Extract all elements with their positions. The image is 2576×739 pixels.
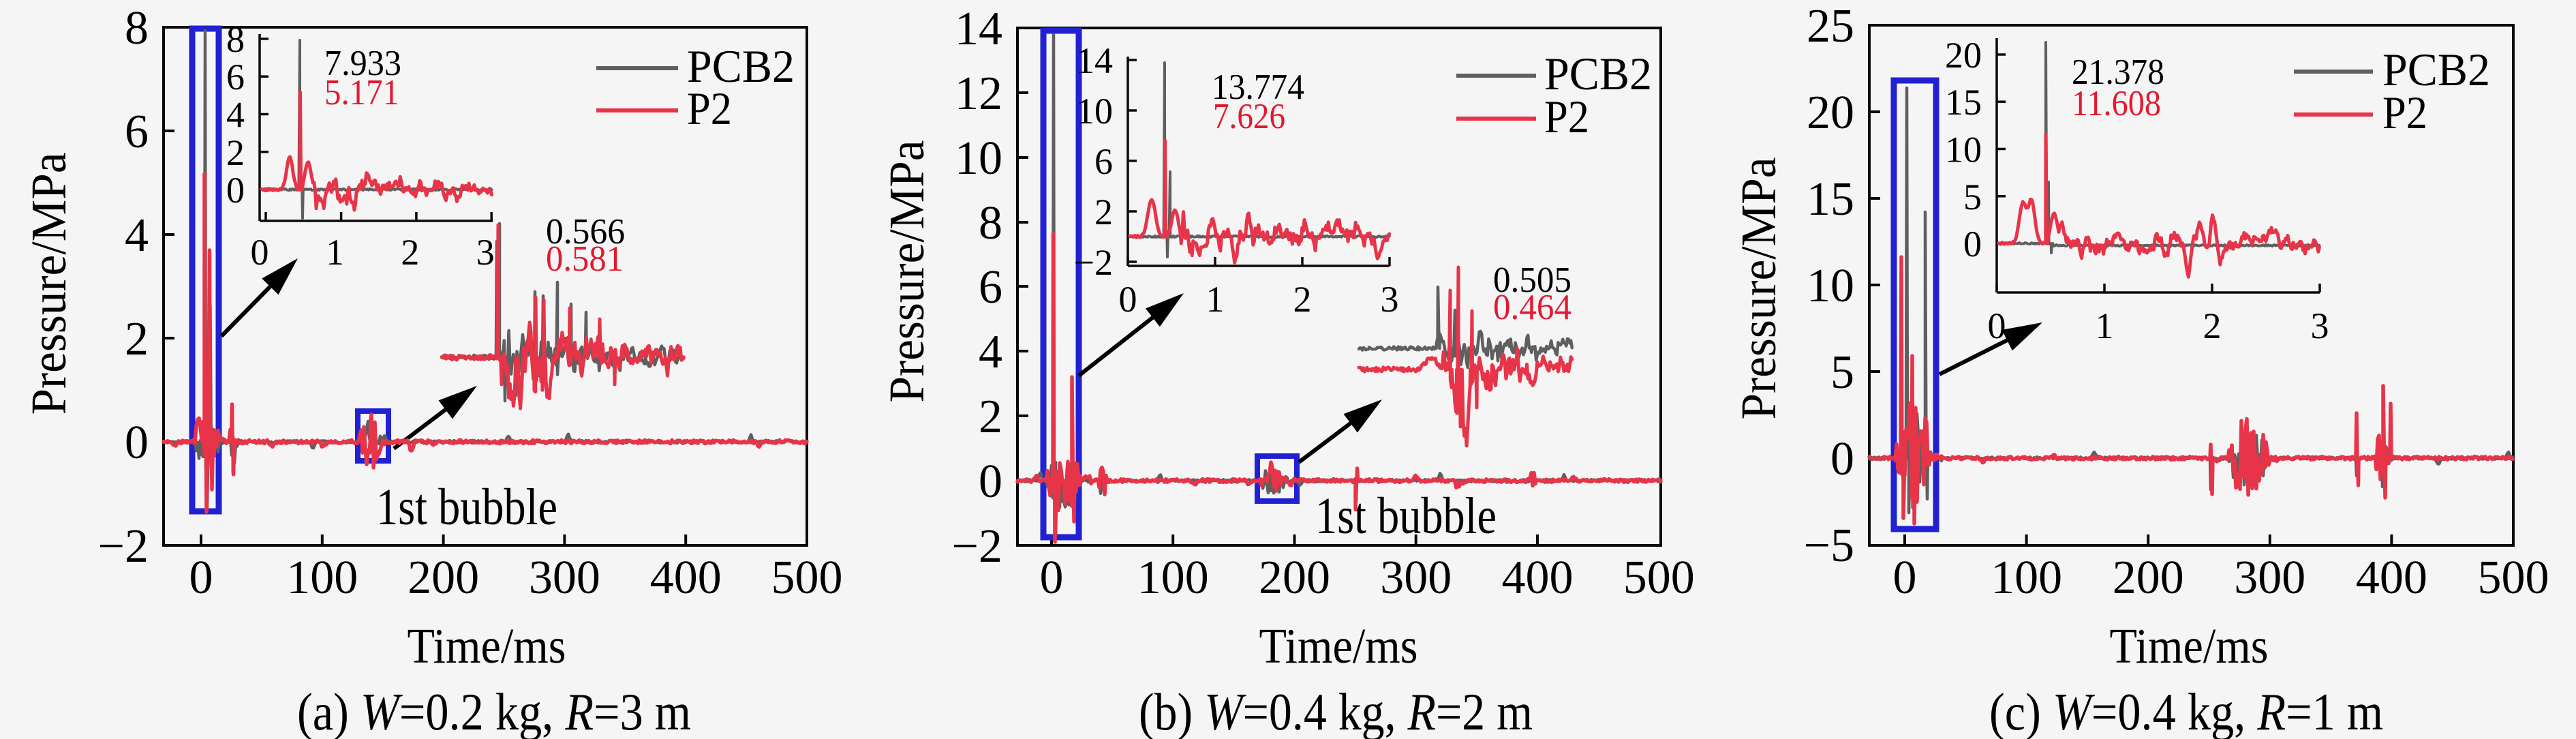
svg-text:P2: P2 xyxy=(1544,91,1589,142)
svg-text:14: 14 xyxy=(1076,40,1113,81)
svg-text:10: 10 xyxy=(955,132,1002,185)
svg-text:2: 2 xyxy=(125,313,149,365)
svg-text:6: 6 xyxy=(125,106,149,158)
svg-text:6: 6 xyxy=(979,261,1002,314)
svg-text:10: 10 xyxy=(1945,130,1982,170)
svg-text:0: 0 xyxy=(1119,279,1137,320)
svg-text:PCB2: PCB2 xyxy=(2382,44,2490,95)
svg-text:20: 20 xyxy=(1807,87,1854,139)
svg-text:Pressure/MPa: Pressure/MPa xyxy=(21,153,76,415)
svg-text:(c) W=0.4 kg, R=1 m: (c) W=0.4 kg, R=1 m xyxy=(1989,682,2383,739)
svg-text:5.171: 5.171 xyxy=(324,73,399,112)
svg-text:400: 400 xyxy=(2356,552,2427,604)
svg-text:3: 3 xyxy=(476,232,495,273)
svg-text:15: 15 xyxy=(1807,173,1854,226)
svg-text:1: 1 xyxy=(1206,279,1225,320)
svg-text:0: 0 xyxy=(189,552,213,604)
svg-text:0: 0 xyxy=(1040,552,1064,604)
svg-text:3: 3 xyxy=(2311,305,2329,346)
svg-text:500: 500 xyxy=(1623,552,1695,604)
svg-text:2: 2 xyxy=(1293,279,1312,320)
svg-text:(b) W=0.4 kg, R=2 m: (b) W=0.4 kg, R=2 m xyxy=(1139,682,1533,739)
svg-text:20: 20 xyxy=(1945,35,1982,76)
svg-text:Time/ms: Time/ms xyxy=(408,618,566,674)
svg-text:0.464: 0.464 xyxy=(1493,288,1571,327)
svg-text:Pressure/MPa: Pressure/MPa xyxy=(879,140,934,403)
svg-text:100: 100 xyxy=(1137,552,1209,604)
svg-text:1: 1 xyxy=(2096,305,2114,346)
svg-text:2: 2 xyxy=(2203,305,2222,346)
svg-text:200: 200 xyxy=(1259,552,1330,604)
svg-text:1st bubble: 1st bubble xyxy=(1315,487,1497,545)
svg-text:8: 8 xyxy=(226,19,245,60)
svg-text:300: 300 xyxy=(529,552,600,604)
svg-text:P2: P2 xyxy=(687,82,732,134)
svg-text:1: 1 xyxy=(326,232,344,273)
svg-text:PCB2: PCB2 xyxy=(687,40,795,92)
svg-text:12: 12 xyxy=(955,67,1002,120)
svg-text:4: 4 xyxy=(979,326,1002,378)
svg-text:11.608: 11.608 xyxy=(2072,84,2161,123)
svg-text:0: 0 xyxy=(1963,224,1982,265)
svg-text:−2: −2 xyxy=(98,520,149,573)
svg-text:2: 2 xyxy=(979,391,1002,443)
svg-text:400: 400 xyxy=(650,552,722,604)
svg-text:10: 10 xyxy=(1807,260,1854,312)
svg-text:200: 200 xyxy=(2113,552,2184,604)
svg-text:−5: −5 xyxy=(1804,519,1854,572)
svg-text:Pressure/MPa: Pressure/MPa xyxy=(1731,157,1786,420)
svg-text:0.505: 0.505 xyxy=(1493,260,1571,300)
svg-text:(a) W=0.2 kg, R=3 m: (a) W=0.2 kg, R=3 m xyxy=(297,682,691,739)
svg-text:7.933: 7.933 xyxy=(324,44,401,83)
svg-text:10: 10 xyxy=(1076,91,1113,132)
svg-text:3: 3 xyxy=(1381,279,1399,320)
svg-text:0: 0 xyxy=(979,455,1002,508)
svg-text:0: 0 xyxy=(125,417,149,469)
svg-text:4: 4 xyxy=(125,209,149,262)
svg-text:25: 25 xyxy=(1807,0,1854,52)
svg-text:0.581: 0.581 xyxy=(546,239,624,279)
svg-text:0.566: 0.566 xyxy=(546,212,625,252)
svg-text:300: 300 xyxy=(2234,552,2305,604)
svg-text:8: 8 xyxy=(979,197,1002,250)
svg-text:2: 2 xyxy=(401,232,419,273)
svg-text:200: 200 xyxy=(408,552,479,604)
svg-text:0: 0 xyxy=(1830,433,1854,485)
svg-text:8: 8 xyxy=(125,2,149,55)
svg-text:PCB2: PCB2 xyxy=(1544,48,1652,100)
svg-text:−2: −2 xyxy=(952,520,1002,573)
svg-text:Time/ms: Time/ms xyxy=(2110,618,2269,674)
svg-text:5: 5 xyxy=(1963,177,1982,217)
svg-text:13.774: 13.774 xyxy=(1212,67,1304,107)
svg-text:5: 5 xyxy=(1830,346,1854,399)
svg-text:300: 300 xyxy=(1380,552,1452,604)
svg-text:500: 500 xyxy=(771,552,843,604)
svg-text:7.626: 7.626 xyxy=(1213,97,1285,136)
svg-text:0: 0 xyxy=(1988,305,2006,346)
svg-text:0: 0 xyxy=(251,232,269,273)
svg-text:21.378: 21.378 xyxy=(2072,52,2164,92)
svg-text:100: 100 xyxy=(1991,552,2062,604)
svg-text:P2: P2 xyxy=(2382,87,2427,138)
svg-text:0: 0 xyxy=(226,170,245,211)
svg-text:14: 14 xyxy=(955,3,1002,55)
svg-text:100: 100 xyxy=(286,552,358,604)
svg-text:2: 2 xyxy=(1094,192,1113,232)
svg-text:1st bubble: 1st bubble xyxy=(376,479,557,536)
svg-text:4: 4 xyxy=(226,95,245,136)
svg-text:2: 2 xyxy=(226,132,245,173)
svg-text:500: 500 xyxy=(2478,552,2549,604)
svg-text:400: 400 xyxy=(1502,552,1574,604)
svg-text:−2: −2 xyxy=(1074,242,1113,283)
svg-text:6: 6 xyxy=(226,57,245,97)
svg-text:15: 15 xyxy=(1945,82,1982,123)
svg-text:6: 6 xyxy=(1094,141,1113,182)
svg-text:Time/ms: Time/ms xyxy=(1259,618,1418,674)
svg-text:0: 0 xyxy=(1893,552,1917,604)
